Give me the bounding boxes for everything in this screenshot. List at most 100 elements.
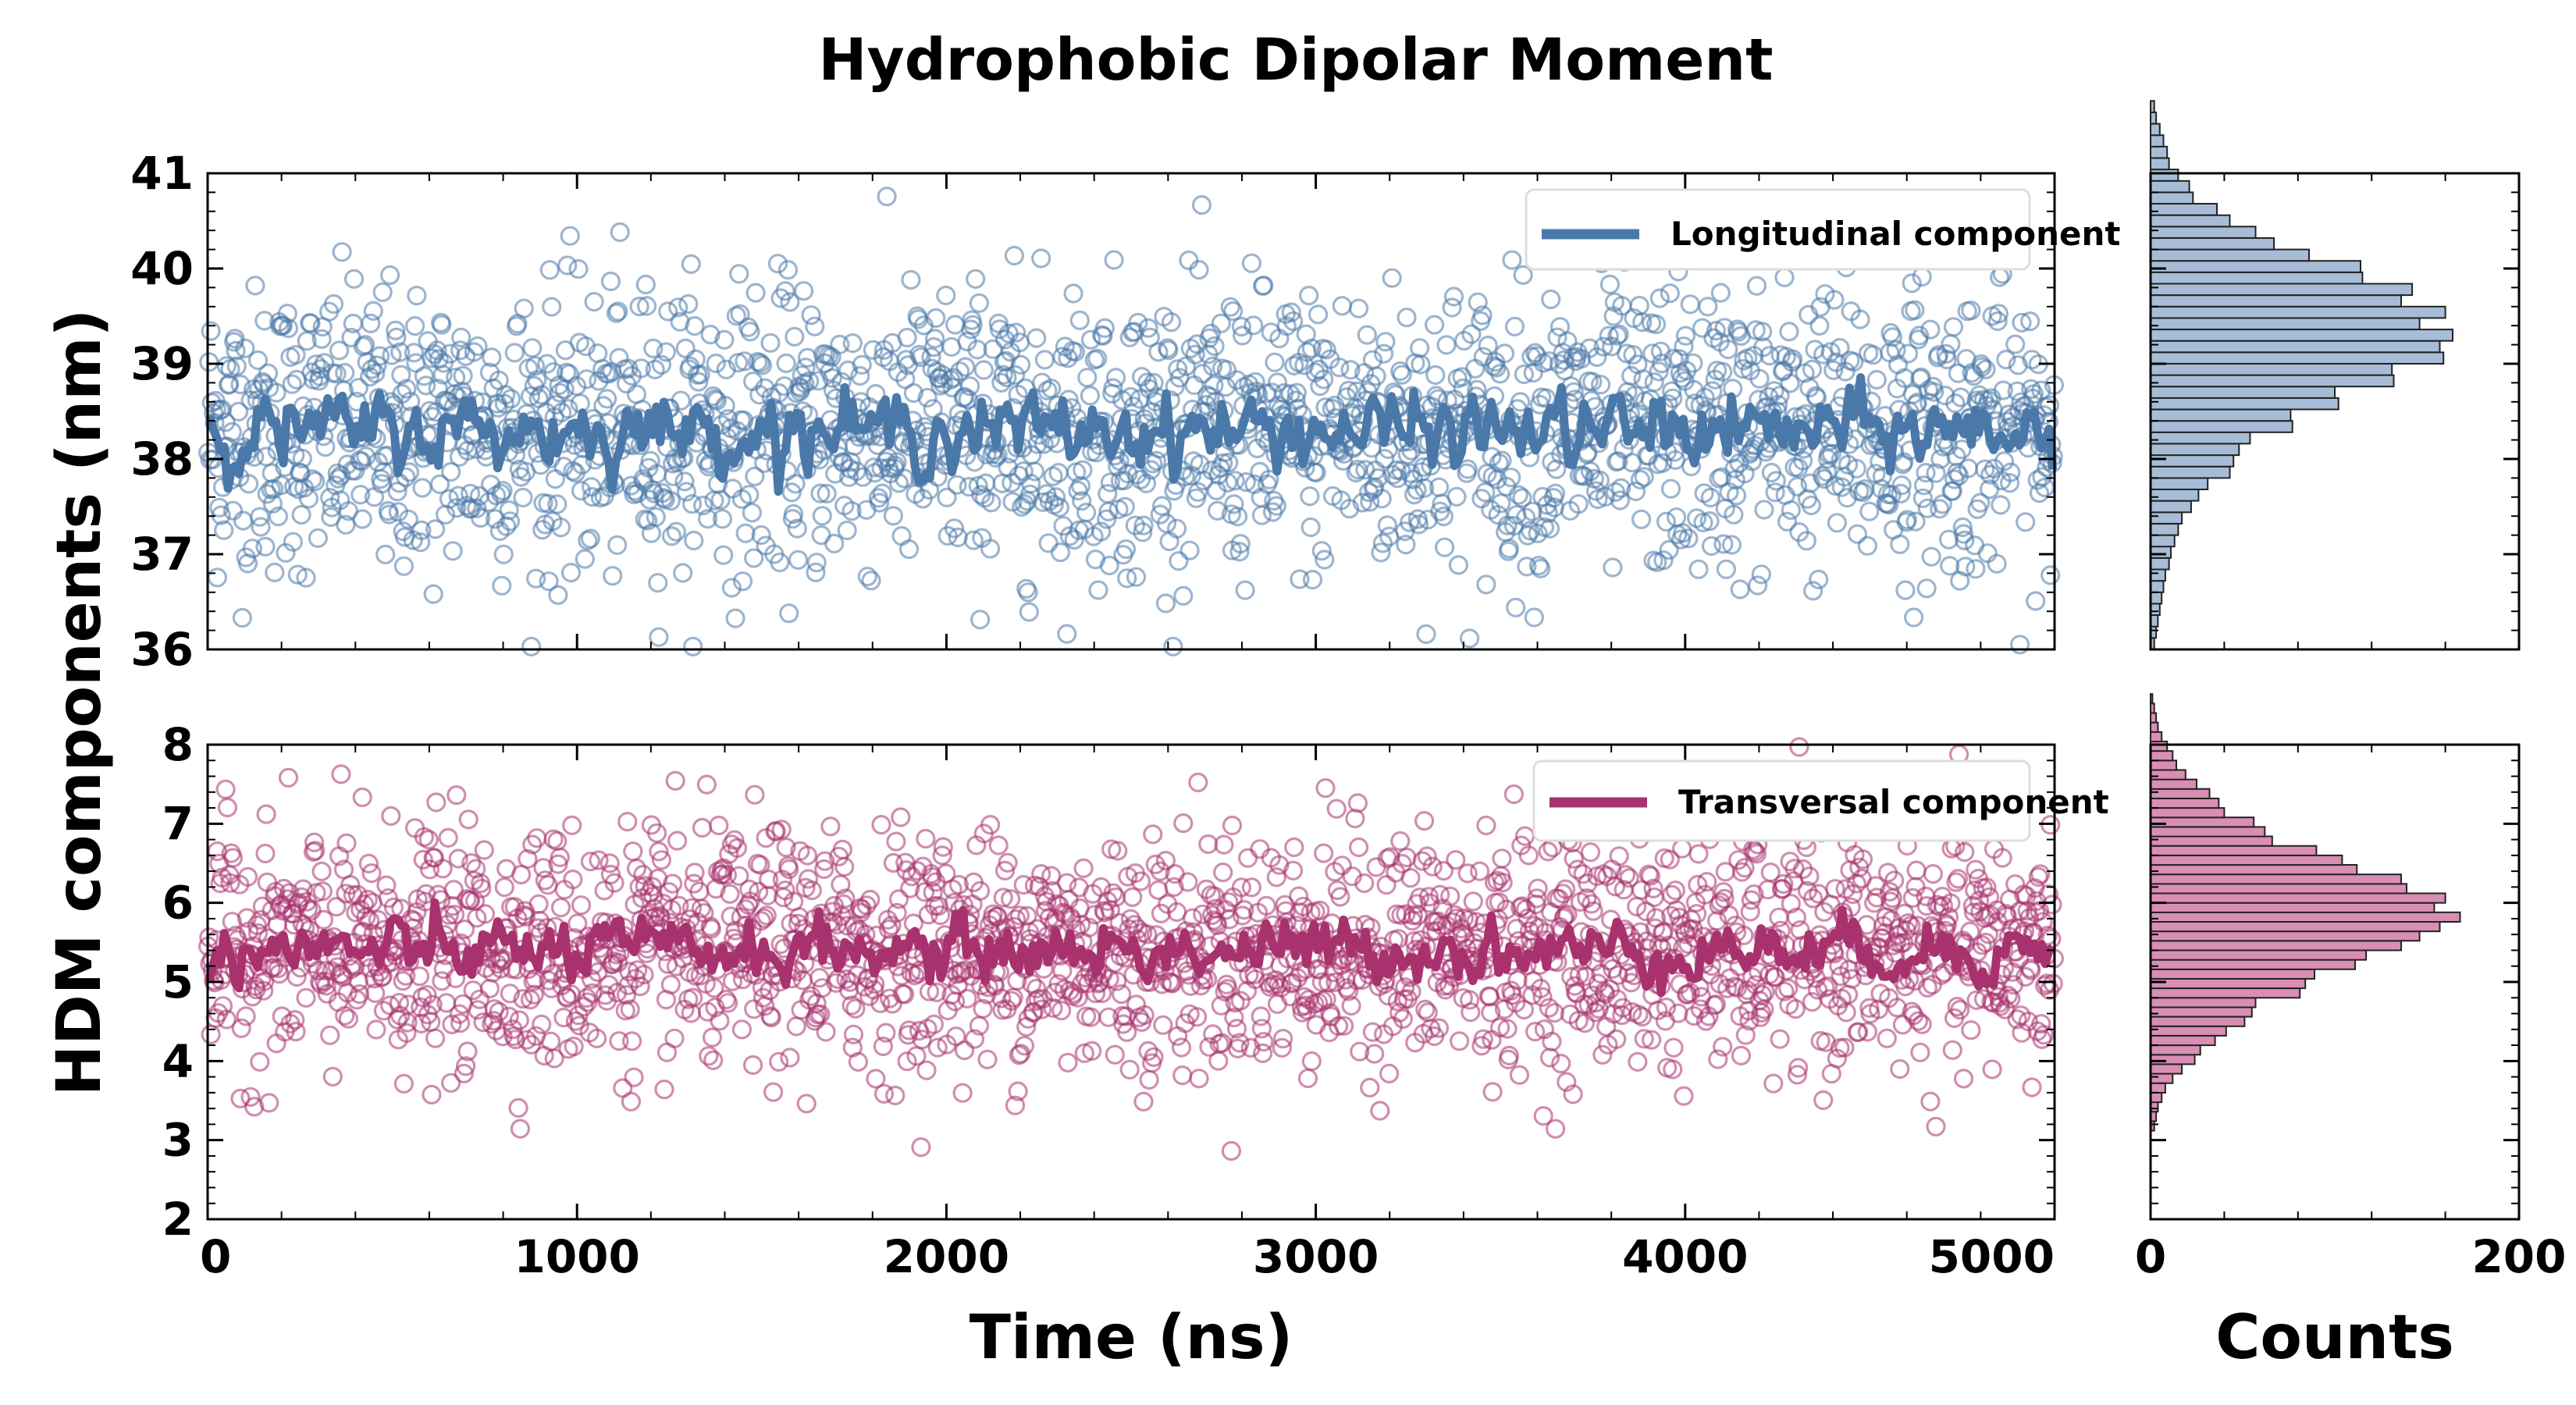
- scatter-point: [1232, 325, 1253, 346]
- scatter-point: [1093, 325, 1113, 346]
- scatter-point: [1716, 559, 1736, 579]
- scatter-point: [955, 357, 976, 377]
- hist-x-tick-label: 0: [2135, 1230, 2166, 1283]
- scatter-point: [1073, 460, 1093, 480]
- scatter-point: [581, 969, 602, 990]
- scatter-point: [750, 353, 770, 373]
- scatter-point: [1407, 479, 1427, 500]
- scatter-point: [245, 276, 265, 296]
- scatter-point: [211, 505, 231, 525]
- scatter-point: [1609, 324, 1629, 344]
- scatter-point: [606, 303, 627, 323]
- scatter-point: [1688, 844, 1709, 864]
- scatter-point: [1644, 372, 1664, 393]
- scatter-point: [886, 831, 906, 852]
- scatter-point: [1024, 461, 1045, 482]
- scatter-point: [242, 539, 262, 559]
- scatter-point: [1267, 372, 1288, 393]
- histogram-bar: [2150, 500, 2192, 514]
- scatter-point: [560, 226, 580, 246]
- scatter-point: [1653, 922, 1674, 942]
- scatter-point: [429, 474, 450, 495]
- scatter-point: [678, 293, 699, 315]
- histogram-bar: [2150, 408, 2292, 422]
- scatter-point: [207, 567, 227, 588]
- scatter-point: [1465, 358, 1485, 379]
- scatter-point: [681, 493, 703, 514]
- scatter-point: [869, 493, 890, 513]
- scatter-point: [358, 853, 379, 874]
- scatter-point: [557, 987, 578, 1008]
- scatter-point: [1539, 998, 1559, 1018]
- scatter-point: [418, 829, 439, 850]
- scatter-point: [1829, 955, 1849, 976]
- scatter-point: [1265, 352, 1285, 372]
- scatter-point: [725, 608, 745, 628]
- scatter-point: [361, 863, 382, 884]
- scatter-point: [1348, 298, 1369, 318]
- scatter-point: [767, 254, 788, 274]
- scatter-point: [1433, 860, 1454, 881]
- scatter-point: [419, 859, 440, 880]
- scatter-point: [2043, 973, 2063, 994]
- scatter-point: [922, 867, 942, 887]
- scatter-point: [569, 1016, 589, 1036]
- scatter-point: [1879, 494, 1899, 515]
- scatter-point: [1494, 343, 1515, 364]
- scatter-point: [393, 1073, 415, 1094]
- scatter-point: [336, 514, 356, 535]
- scatter-point: [1463, 891, 1483, 912]
- scatter-point: [1748, 575, 1768, 596]
- scatter-point: [1414, 478, 1435, 498]
- scatter-point: [993, 887, 1013, 908]
- scatter-point: [801, 305, 821, 325]
- scatter-point: [322, 1066, 343, 1087]
- scatter-point: [1812, 466, 1833, 486]
- scatter-point: [251, 517, 271, 537]
- scatter-point: [458, 809, 479, 830]
- scatter-point: [1029, 877, 1049, 897]
- scatter-point: [247, 915, 267, 936]
- scatter-point: [1348, 837, 1369, 858]
- scatter-point: [232, 607, 252, 628]
- scatter-point: [1943, 317, 1964, 337]
- scatter-point: [255, 536, 276, 557]
- scatter-point: [754, 908, 774, 928]
- scatter-point: [1434, 537, 1455, 557]
- y-tick-label: 41: [130, 147, 194, 200]
- scatter-point: [432, 365, 453, 385]
- scatter-point: [411, 532, 431, 553]
- scatter-point: [1251, 1006, 1271, 1026]
- scatter-point: [1619, 868, 1639, 888]
- scatter-point: [453, 365, 473, 386]
- scatter-point: [1026, 328, 1047, 348]
- scatter-point: [1532, 987, 1553, 1008]
- transversal-plot-frame: [206, 743, 2056, 1221]
- scatter-point: [1377, 515, 1397, 535]
- scatter-point: [1481, 1002, 1501, 1023]
- scatter-point: [375, 544, 396, 565]
- scatter-point: [387, 482, 407, 502]
- scatter-point: [1473, 1029, 1493, 1049]
- scatter-point: [1735, 858, 1755, 878]
- scatter-point: [1371, 542, 1391, 563]
- scatter-point: [1942, 1040, 1962, 1060]
- scatter-point: [1920, 1091, 1941, 1112]
- scatter-point: [1189, 1069, 1209, 1089]
- scatter-point: [1266, 496, 1286, 516]
- scatter-point: [1489, 453, 1510, 473]
- scatter-point: [1809, 569, 1829, 590]
- scatter-point: [1220, 297, 1240, 317]
- scatter-point: [361, 313, 381, 333]
- scatter-point: [1119, 1059, 1140, 1080]
- scatter-point: [1267, 994, 1288, 1014]
- scatter-point: [1615, 865, 1636, 885]
- scatter-point: [1150, 861, 1170, 881]
- scatter-point: [1731, 1045, 1751, 1066]
- histogram-bar: [2150, 835, 2273, 847]
- scatter-point: [1197, 969, 1218, 990]
- scatter-point: [217, 797, 237, 818]
- scatter-point: [894, 984, 915, 1005]
- scatter-point: [1018, 582, 1038, 603]
- scatter-point: [744, 548, 764, 568]
